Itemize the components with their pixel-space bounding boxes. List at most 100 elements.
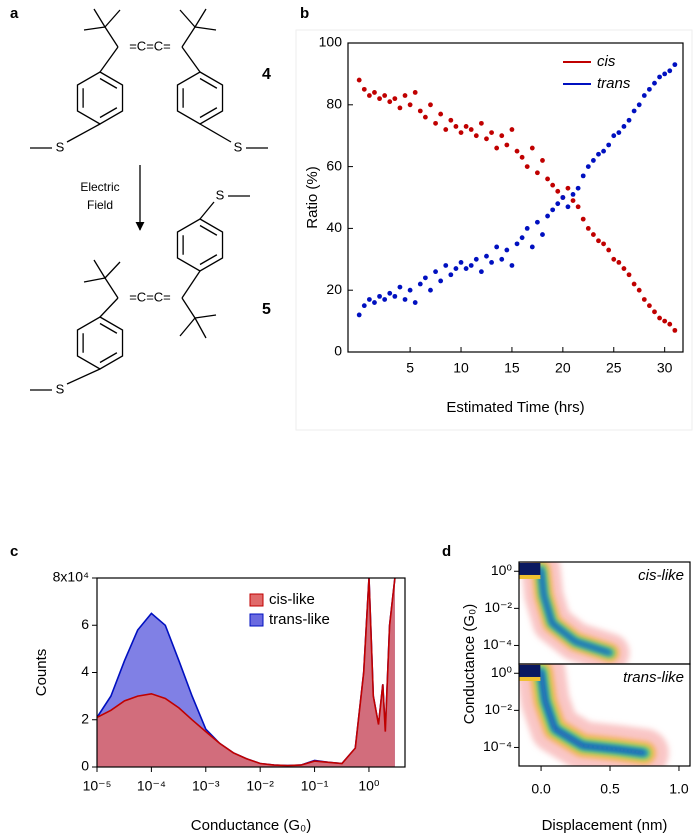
point: [504, 142, 510, 148]
point: [611, 133, 617, 139]
bond: [181, 46, 201, 73]
cumulene: =C=C=: [129, 38, 171, 53]
x-tick-label: 10⁻²: [246, 778, 274, 794]
x-tick-label: 15: [504, 360, 520, 376]
point: [387, 290, 393, 296]
plot-frame: [518, 663, 691, 767]
point: [570, 192, 576, 197]
panel-label: b: [300, 5, 309, 22]
point: [662, 318, 668, 324]
point: [453, 266, 459, 271]
point: [428, 287, 433, 293]
point: [417, 281, 423, 287]
point: [397, 284, 403, 290]
point: [387, 99, 393, 105]
x-tick-label: 5: [406, 360, 414, 376]
point: [422, 275, 428, 281]
plot-frame: [96, 577, 406, 768]
bond: [66, 123, 101, 143]
bond: [199, 107, 218, 119]
point: [397, 105, 403, 111]
x-tick-label: 0.5: [600, 781, 620, 797]
bond: [194, 8, 207, 28]
compound-number: 5: [262, 301, 271, 318]
point: [473, 133, 479, 139]
point: [657, 74, 662, 80]
atom: S: [56, 139, 65, 154]
y-tick-label: 2: [81, 710, 89, 726]
bond: [83, 277, 106, 283]
point: [565, 185, 571, 191]
y-tick-label: 80: [326, 96, 342, 112]
bond: [99, 352, 118, 364]
point: [652, 309, 657, 315]
area-fill: [97, 578, 395, 767]
y-tick-label: 100: [319, 34, 343, 50]
x-axis-label: Conductance (G₀): [191, 817, 311, 834]
y-axis-label: Conductance (G₀): [461, 604, 478, 724]
bond: [99, 46, 119, 73]
bond: [199, 123, 232, 143]
point: [392, 293, 398, 299]
point: [372, 90, 377, 95]
bond: [194, 314, 217, 319]
point: [484, 253, 489, 259]
bond: [179, 317, 196, 337]
point: [626, 272, 632, 278]
x-tick-label: 20: [555, 360, 571, 376]
point: [646, 86, 652, 92]
bond: [93, 259, 106, 279]
point: [377, 96, 382, 102]
point: [636, 287, 642, 293]
heatmap-density: [519, 562, 630, 664]
point: [433, 120, 438, 126]
atom: S: [56, 381, 65, 396]
point: [392, 96, 398, 102]
point: [468, 263, 474, 268]
density-band: [519, 562, 541, 578]
arrow-label: Field: [87, 198, 113, 212]
point: [529, 244, 535, 250]
legend-swatch: [249, 613, 264, 627]
point: [545, 213, 550, 219]
legend-label: cis: [597, 53, 616, 70]
bond: [99, 297, 119, 318]
point: [514, 241, 520, 247]
y-tick-label: 10⁰: [491, 562, 513, 578]
x-tick-label: 30: [657, 360, 673, 376]
heatmap-density: [519, 664, 669, 766]
bond: [199, 254, 218, 266]
x-tick-label: 10⁻⁴: [137, 778, 166, 794]
point: [453, 124, 459, 129]
point: [555, 201, 561, 207]
point: [636, 102, 642, 108]
y-axis-label: Ratio (%): [304, 166, 321, 229]
cumulene: =C=C=: [129, 289, 171, 304]
y-tick-label: 0: [334, 343, 342, 359]
point: [402, 297, 408, 302]
density-band: [519, 676, 541, 681]
point: [484, 136, 489, 142]
point: [590, 158, 596, 163]
point: [443, 127, 449, 132]
point: [565, 204, 571, 210]
point: [672, 327, 678, 333]
point: [575, 185, 581, 191]
legend-label: cis-like: [269, 591, 315, 608]
y-tick-label: 4: [81, 663, 89, 679]
point: [560, 195, 566, 200]
point: [509, 127, 515, 132]
bond: [83, 26, 106, 31]
point: [514, 148, 520, 154]
bond: [199, 201, 215, 220]
point: [356, 312, 362, 318]
point: [641, 297, 647, 302]
point: [570, 198, 576, 203]
point: [478, 269, 484, 275]
point: [377, 293, 382, 299]
point: [519, 235, 525, 241]
point: [606, 142, 612, 148]
legend-label: trans: [597, 75, 631, 92]
point: [662, 71, 668, 77]
